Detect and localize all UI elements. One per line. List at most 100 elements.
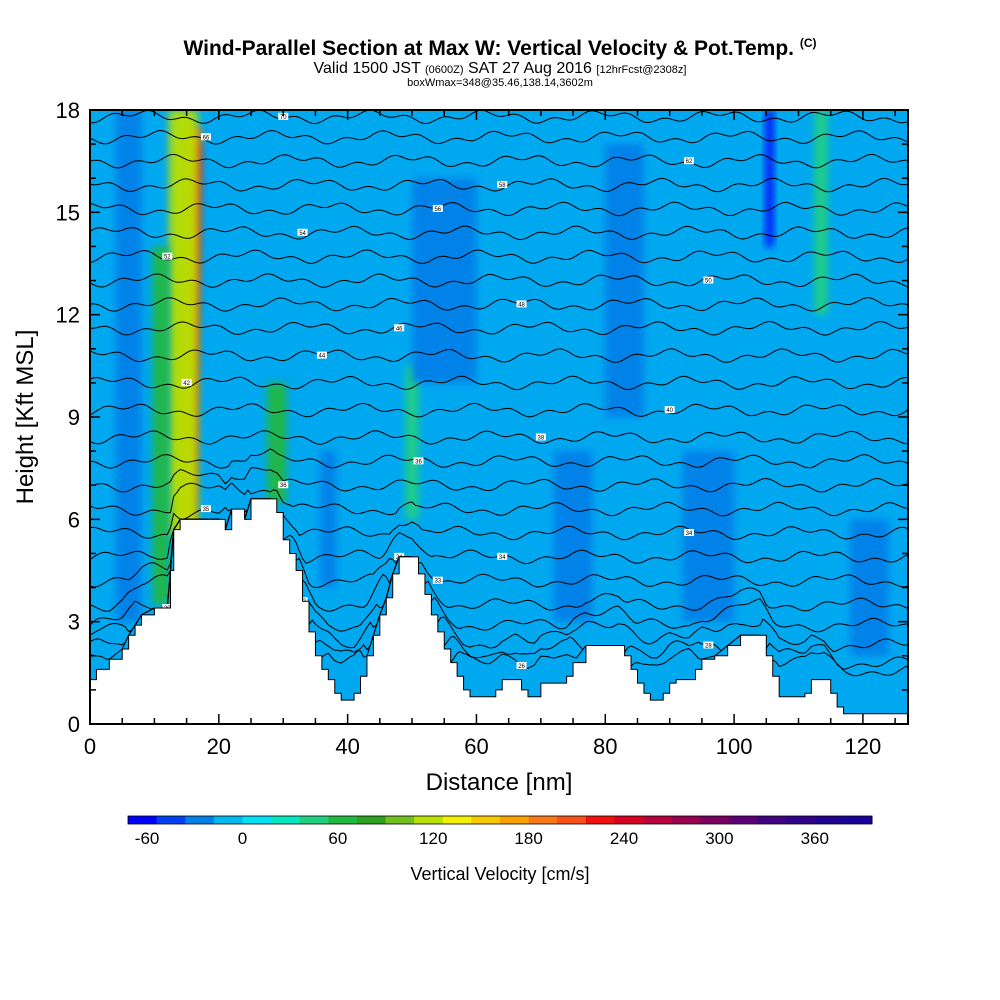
colorbar-swatch — [242, 816, 272, 824]
colorbar-swatch — [700, 816, 730, 824]
isentrope-line — [90, 177, 908, 193]
isentrope-label-bg — [497, 552, 508, 560]
colorbar-swatch — [271, 816, 301, 824]
colorbar-swatch — [414, 816, 444, 824]
isentrope-label: 46 — [396, 326, 403, 332]
colorbar-swatch — [500, 816, 530, 824]
isentrope-label: 34 — [499, 555, 506, 561]
valid-utc: (0600Z) — [425, 64, 464, 76]
colorbar-swatch — [213, 816, 243, 824]
isentrope-line — [90, 448, 908, 469]
colorbar-swatch — [585, 816, 615, 824]
colorbar-swatch — [786, 816, 816, 824]
colorbar-swatch — [614, 816, 644, 824]
isentrope-label: 62 — [686, 159, 693, 165]
isentrope-label: 54 — [299, 231, 306, 237]
colorbar-swatch — [643, 816, 673, 824]
colorbar: -60 0 60 120 180 240 300 360 — [127, 815, 873, 848]
isentrope-label: 50 — [705, 279, 712, 285]
velocity-plume — [605, 144, 644, 417]
colorbar-swatch — [299, 816, 329, 824]
colorbar-tick-label: -60 — [135, 829, 160, 848]
colorbar-swatch — [156, 816, 186, 824]
isentrope-line — [90, 498, 908, 541]
velocity-plume — [320, 451, 337, 588]
isentrope-line — [90, 201, 908, 217]
chart-title-text: Wind-Parallel Section at Max W: Vertical… — [183, 37, 794, 60]
x-tick-label: 80 — [593, 734, 617, 759]
colorbar-swatch — [328, 816, 358, 824]
isentrope-label: 70 — [280, 115, 287, 121]
isentrope-line — [90, 467, 908, 493]
isentrope-label: 66 — [203, 135, 210, 141]
colorbar-swatch — [557, 816, 587, 824]
colorbar-tick-label: 300 — [705, 829, 733, 848]
isentrope-label-bg — [181, 378, 192, 386]
velocity-plume — [115, 110, 142, 622]
isentrope-label-bg — [432, 204, 443, 212]
colorbar-tick-label: 240 — [610, 829, 638, 848]
isentrope-label: 36 — [415, 459, 422, 465]
isentrope-label-bg — [432, 576, 443, 584]
isentrope-line — [90, 110, 908, 125]
isentrope-label-bg — [703, 641, 714, 649]
isentrope-label: 52 — [164, 255, 171, 261]
isentrope-label: 28 — [705, 644, 712, 650]
isentrope-label: 58 — [499, 183, 506, 189]
x-tick-label: 0 — [84, 734, 96, 759]
colorbar-swatch — [671, 816, 701, 824]
colorbar-swatch — [814, 816, 844, 824]
x-tick-label: 100 — [716, 734, 753, 759]
isentrope-label-bg — [516, 300, 527, 308]
isentrope-label-bg — [162, 252, 173, 260]
isentrope-label-bg — [684, 157, 695, 165]
chart-title: Wind-Parallel Section at Max W: Vertical… — [0, 36, 1000, 61]
isentrope-line — [90, 430, 908, 445]
isentrope-label-bg — [703, 276, 714, 284]
isentrope-line — [90, 297, 908, 312]
isentrope-label-bg — [200, 133, 211, 141]
colorbar-swatch — [728, 816, 759, 824]
colorbar-swatch — [385, 816, 415, 824]
valid-date: SAT 27 Aug 2016 — [468, 60, 592, 77]
x-tick-label: 60 — [464, 734, 488, 759]
isentrope-label-bg — [297, 228, 308, 236]
isentrope-label-bg — [664, 406, 675, 414]
velocity-plume — [814, 110, 828, 315]
y-tick-label: 0 — [68, 712, 80, 737]
isentrope-label: 48 — [518, 302, 525, 308]
chart-subtitle: Valid 1500 JST (0600Z) SAT 27 Aug 2016 [… — [0, 60, 1000, 78]
isentrope-label: 56 — [434, 207, 441, 213]
y-tick-label: 12 — [56, 303, 80, 328]
isentrope-label-bg — [516, 662, 527, 670]
isentrope-line — [90, 320, 908, 336]
isentrope-label: 42 — [183, 381, 190, 387]
isentrope-label-bg — [200, 505, 211, 513]
isentrope-label: 34 — [686, 531, 693, 537]
velocity-plume — [405, 365, 419, 520]
colorbar-label: Vertical Velocity [cm/s] — [410, 864, 589, 884]
colorbar-swatch — [128, 816, 158, 824]
forecast-run: [12hrFcst@2308z] — [596, 64, 687, 76]
isentrope-label-bg — [684, 528, 695, 536]
colorbar-tick-label: 0 — [238, 829, 247, 848]
isentrope-line — [90, 249, 908, 265]
colorbar-swatch — [185, 816, 215, 824]
y-tick-label: 9 — [68, 405, 80, 430]
colorbar-swatch — [843, 816, 873, 824]
velocity-plume — [850, 519, 889, 656]
chart-box-info: boxWmax=348@35.46,138.14,3602m — [0, 77, 1000, 89]
x-tick-label: 120 — [845, 734, 882, 759]
colorbar-swatch — [356, 816, 387, 824]
velocity-plume — [168, 110, 198, 537]
isentrope-line — [90, 375, 908, 391]
x-tick-label: 20 — [207, 734, 231, 759]
isentrope-line — [90, 402, 908, 418]
terrain — [90, 498, 908, 724]
isentrope-label: 35 — [203, 507, 210, 513]
isentrope-label-bg — [278, 481, 289, 489]
isentrope-label-bg — [535, 433, 546, 441]
isentrope-label: 40 — [666, 408, 673, 414]
isentrope-label: 44 — [319, 354, 326, 360]
